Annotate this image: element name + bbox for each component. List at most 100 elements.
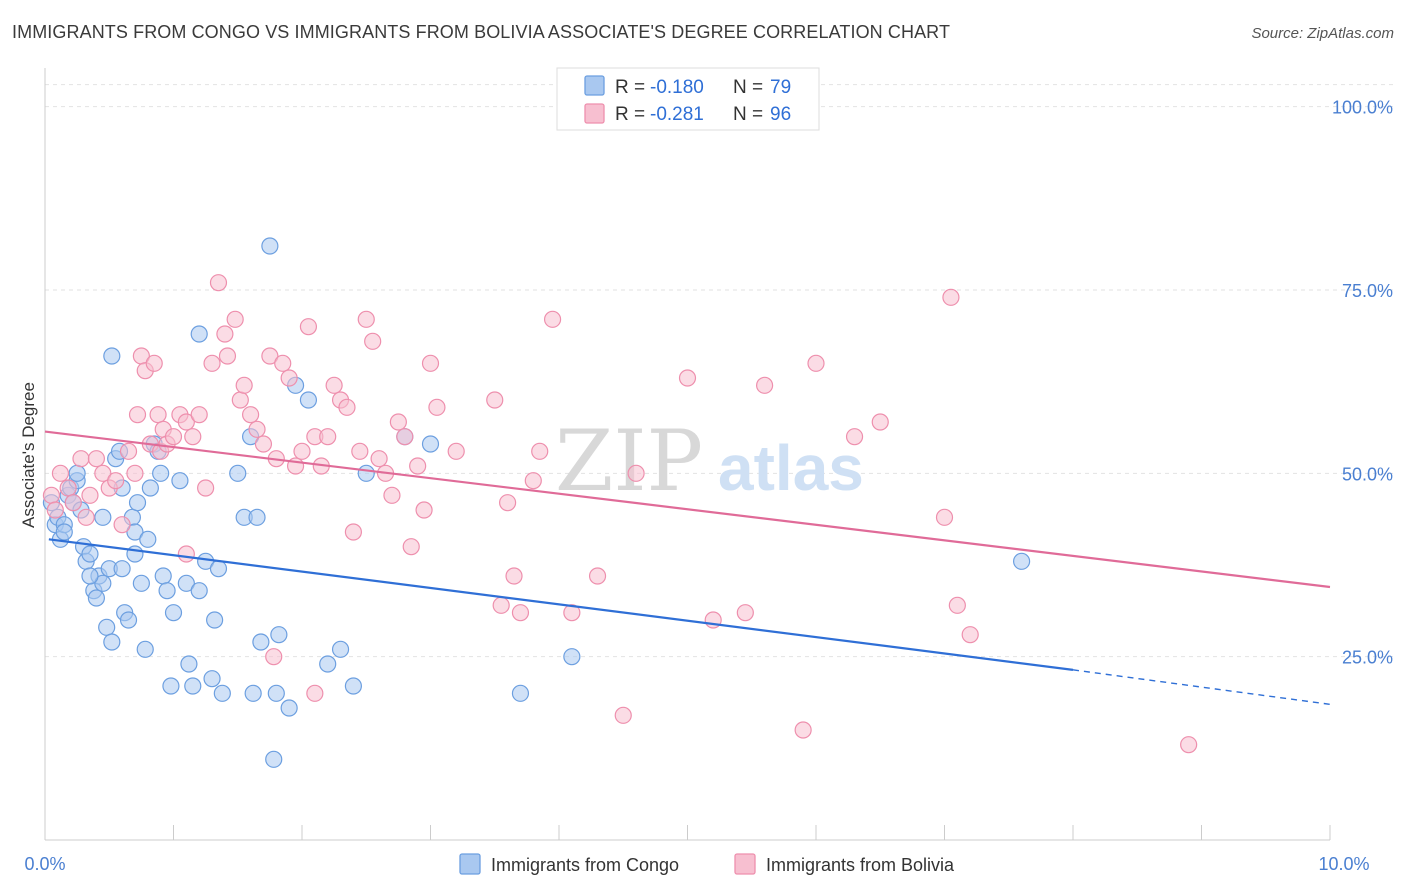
data-point-bolivia[interactable] bbox=[499, 494, 517, 512]
data-point-congo[interactable] bbox=[94, 508, 112, 526]
data-point-congo[interactable] bbox=[229, 464, 247, 482]
data-point-congo[interactable] bbox=[280, 699, 298, 717]
data-point-bolivia[interactable] bbox=[794, 721, 812, 739]
data-point-bolivia[interactable] bbox=[254, 435, 273, 453]
data-point-bolivia[interactable] bbox=[226, 310, 244, 328]
data-point-bolivia[interactable] bbox=[505, 567, 523, 585]
data-point-congo[interactable] bbox=[136, 640, 154, 658]
data-point-congo[interactable] bbox=[319, 655, 337, 673]
bottom-legend-label-bolivia[interactable]: Immigrants from Bolivia bbox=[766, 855, 955, 875]
data-point-bolivia[interactable] bbox=[77, 508, 95, 526]
data-point-bolivia[interactable] bbox=[216, 325, 234, 343]
data-point-bolivia[interactable] bbox=[94, 464, 112, 482]
data-point-congo[interactable] bbox=[81, 567, 99, 585]
data-point-bolivia[interactable] bbox=[531, 442, 549, 460]
data-point-bolivia[interactable] bbox=[81, 486, 99, 504]
data-point-congo[interactable] bbox=[162, 677, 180, 695]
data-point-bolivia[interactable] bbox=[306, 684, 324, 702]
data-point-congo[interactable] bbox=[206, 611, 224, 629]
data-point-bolivia[interactable] bbox=[935, 508, 954, 526]
data-point-bolivia[interactable] bbox=[338, 398, 356, 416]
data-point-congo[interactable] bbox=[81, 545, 99, 563]
data-point-bolivia[interactable] bbox=[492, 596, 510, 614]
data-point-congo[interactable] bbox=[119, 611, 138, 629]
data-point-bolivia[interactable] bbox=[961, 626, 979, 644]
data-point-bolivia[interactable] bbox=[389, 413, 407, 431]
data-point-bolivia[interactable] bbox=[511, 604, 530, 622]
data-point-bolivia[interactable] bbox=[46, 501, 64, 519]
data-point-bolivia[interactable] bbox=[614, 706, 632, 724]
data-point-bolivia[interactable] bbox=[265, 648, 283, 666]
data-point-bolivia[interactable] bbox=[177, 545, 195, 563]
data-point-bolivia[interactable] bbox=[319, 428, 337, 446]
data-point-congo[interactable] bbox=[267, 684, 285, 702]
data-point-congo[interactable] bbox=[563, 648, 581, 666]
data-point-congo[interactable] bbox=[158, 582, 176, 600]
data-point-congo[interactable] bbox=[1012, 552, 1031, 570]
data-point-congo[interactable] bbox=[511, 684, 530, 702]
data-point-bolivia[interactable] bbox=[51, 464, 70, 482]
data-point-bolivia[interactable] bbox=[402, 538, 420, 556]
data-point-congo[interactable] bbox=[152, 464, 170, 482]
data-point-congo[interactable] bbox=[68, 464, 86, 482]
data-point-congo[interactable] bbox=[244, 684, 262, 702]
data-point-congo[interactable] bbox=[103, 347, 121, 365]
data-point-bolivia[interactable] bbox=[428, 398, 446, 416]
data-point-bolivia[interactable] bbox=[588, 567, 607, 585]
data-point-bolivia[interactable] bbox=[370, 450, 388, 468]
data-point-congo[interactable] bbox=[87, 589, 106, 607]
data-point-bolivia[interactable] bbox=[421, 354, 440, 372]
data-point-congo[interactable] bbox=[126, 545, 144, 563]
data-point-bolivia[interactable] bbox=[396, 428, 414, 446]
data-point-bolivia[interactable] bbox=[126, 464, 144, 482]
data-point-bolivia[interactable] bbox=[678, 369, 697, 387]
data-point-bolivia[interactable] bbox=[184, 428, 202, 446]
data-point-congo[interactable] bbox=[421, 435, 440, 453]
data-point-bolivia[interactable] bbox=[87, 450, 106, 468]
data-point-bolivia[interactable] bbox=[209, 274, 228, 292]
data-point-bolivia[interactable] bbox=[107, 472, 125, 490]
data-point-congo[interactable] bbox=[203, 670, 221, 688]
data-point-bolivia[interactable] bbox=[231, 391, 249, 409]
data-point-bolivia[interactable] bbox=[948, 596, 966, 614]
data-point-bolivia[interactable] bbox=[242, 406, 260, 424]
data-point-bolivia[interactable] bbox=[149, 406, 167, 424]
data-point-bolivia[interactable] bbox=[1180, 736, 1198, 754]
data-point-congo[interactable] bbox=[177, 574, 195, 592]
data-point-bolivia[interactable] bbox=[261, 347, 279, 365]
data-point-congo[interactable] bbox=[184, 677, 202, 695]
data-point-bolivia[interactable] bbox=[42, 486, 61, 504]
data-point-congo[interactable] bbox=[213, 684, 231, 702]
data-point-congo[interactable] bbox=[357, 464, 375, 482]
data-point-bolivia[interactable] bbox=[543, 310, 562, 328]
data-point-congo[interactable] bbox=[248, 508, 266, 526]
data-point-bolivia[interactable] bbox=[299, 318, 318, 336]
data-point-bolivia[interactable] bbox=[64, 494, 82, 512]
data-point-bolivia[interactable] bbox=[845, 428, 864, 446]
data-point-congo[interactable] bbox=[209, 560, 228, 578]
data-point-congo[interactable] bbox=[94, 574, 112, 592]
data-point-bolivia[interactable] bbox=[218, 347, 237, 365]
data-point-bolivia[interactable] bbox=[383, 486, 401, 504]
data-point-bolivia[interactable] bbox=[119, 442, 138, 460]
data-point-bolivia[interactable] bbox=[351, 442, 369, 460]
data-point-congo[interactable] bbox=[113, 560, 131, 578]
data-point-congo[interactable] bbox=[270, 626, 288, 644]
data-point-bolivia[interactable] bbox=[190, 406, 208, 424]
data-point-bolivia[interactable] bbox=[344, 523, 362, 541]
data-point-congo[interactable] bbox=[55, 523, 73, 541]
data-point-bolivia[interactable] bbox=[563, 604, 581, 622]
data-point-bolivia[interactable] bbox=[486, 391, 504, 409]
data-point-congo[interactable] bbox=[331, 640, 350, 658]
data-point-bolivia[interactable] bbox=[325, 376, 343, 394]
data-point-bolivia[interactable] bbox=[274, 354, 292, 372]
data-point-bolivia[interactable] bbox=[357, 310, 375, 328]
data-point-bolivia[interactable] bbox=[736, 604, 754, 622]
data-point-bolivia[interactable] bbox=[280, 369, 298, 387]
data-point-bolivia[interactable] bbox=[145, 354, 163, 372]
data-point-congo[interactable] bbox=[98, 618, 116, 636]
data-point-bolivia[interactable] bbox=[364, 332, 382, 350]
data-point-congo[interactable] bbox=[190, 582, 208, 600]
data-point-bolivia[interactable] bbox=[447, 442, 465, 460]
data-point-bolivia[interactable] bbox=[248, 420, 266, 438]
